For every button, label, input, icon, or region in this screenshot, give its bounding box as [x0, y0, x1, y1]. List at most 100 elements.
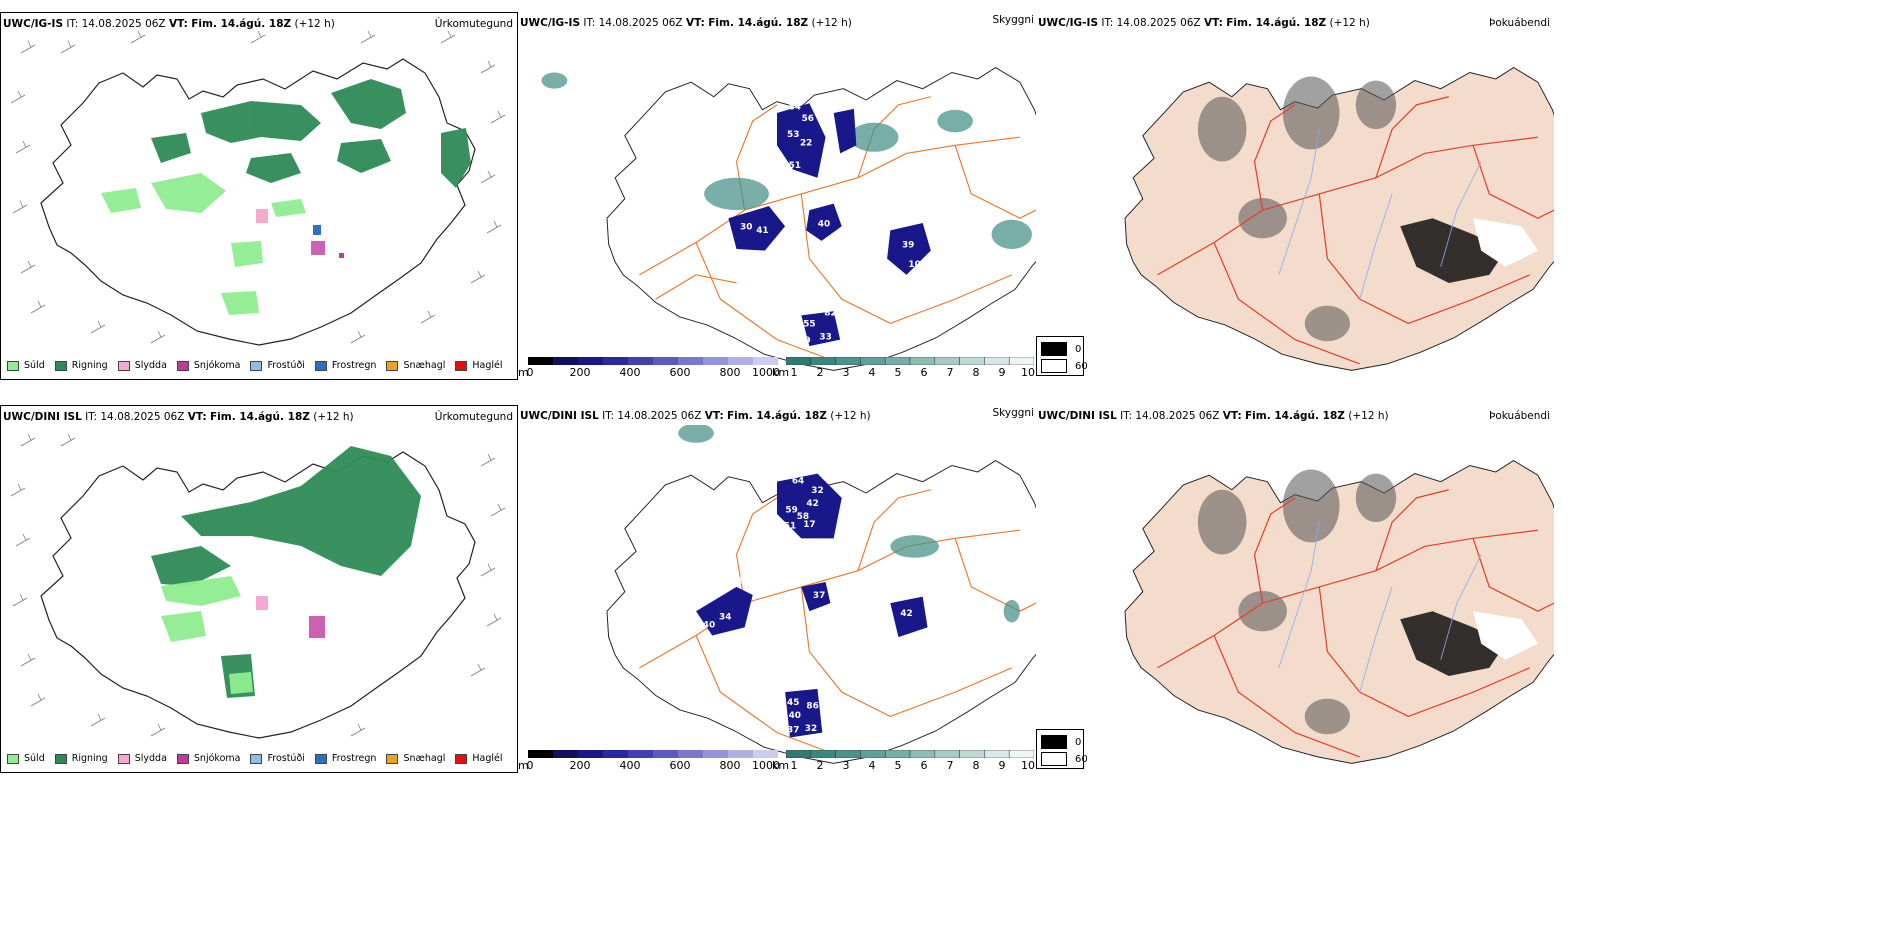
svg-text:59: 59 [785, 505, 797, 515]
tick: 1000 [752, 366, 780, 379]
legend-swatch [7, 753, 19, 764]
precip-panel-1: UWC/IG-IS IT: 14.08.2025 06Z VT: Fim. 14… [0, 12, 518, 380]
legend-item: Frostregn [314, 753, 376, 764]
legend-item: Rigning [54, 360, 108, 371]
legend-item: Snæhagl [386, 360, 445, 371]
legend-swatch [7, 360, 19, 371]
panel-title: Úrkomutegund [434, 411, 513, 423]
svg-text:10: 10 [908, 260, 920, 270]
panel-header: UWC/IG-IS IT: 14.08.2025 06Z VT: Fim. 14… [3, 18, 335, 30]
vt-label: VT: [1203, 17, 1223, 29]
svg-text:22: 22 [800, 138, 812, 148]
mixed-areas [256, 209, 344, 258]
vt-value: Fim. 14.ágú. 18Z [210, 411, 310, 423]
vt-value: Fim. 14.ágú. 18Z [1245, 410, 1345, 422]
panel-title: Þokuábendi [1489, 410, 1550, 422]
lead-time: (+12 h) [1329, 17, 1370, 29]
it-label: IT: [1120, 410, 1133, 422]
legend-swatch [455, 753, 468, 764]
precip-legend: Súld Rigning Slydda Snjókoma Frostúði Fr… [7, 753, 503, 764]
ceiling-colorbar-1: m 0 200 400 600 800 1000 [518, 357, 780, 379]
vt-label: VT: [168, 18, 188, 30]
tick: 200 [569, 366, 591, 379]
model-name: UWC/IG-IS [520, 17, 581, 29]
low-ceiling-patches [728, 103, 931, 347]
it-label: IT: [583, 17, 596, 29]
legend-swatch [250, 753, 263, 764]
wind-barbs [10, 433, 506, 737]
vt-value: Fim. 14.ágú. 18Z [727, 410, 827, 422]
panel-header: UWC/IG-IS IT: 14.08.2025 06Z VT: Fim. 14… [520, 17, 852, 29]
fog-legend: 0 60 [1036, 729, 1088, 769]
svg-text:62: 62 [800, 303, 812, 313]
tick: 800 [719, 366, 741, 379]
legend-item: Súld [7, 753, 45, 764]
vt-value: Fim. 14.ágú. 18Z [708, 17, 809, 29]
fog-shading [1197, 76, 1397, 342]
svg-text:39: 39 [798, 336, 810, 346]
legend-swatch [117, 360, 130, 371]
legend-swatch [386, 753, 399, 764]
drizzle-areas [101, 173, 306, 315]
ceiling-colorbar-swatches [528, 357, 778, 365]
it-value: 14.08.2025 06Z [617, 410, 702, 422]
vt-label: VT: [685, 17, 705, 29]
legend-swatch [455, 360, 468, 371]
svg-text:32: 32 [811, 486, 823, 496]
visibility-panel-2: UWC/DINI ISL IT: 14.08.2025 06Z VT: Fim.… [518, 405, 1036, 773]
legend-item: Slydda [117, 753, 167, 764]
it-value: 14.08.2025 06Z [1135, 410, 1220, 422]
model-name: UWC/IG-IS [3, 18, 64, 30]
legend-swatch [54, 753, 67, 764]
svg-text:42: 42 [900, 609, 912, 619]
svg-text:40: 40 [789, 711, 801, 721]
vt-value: Fim. 14.ágú. 18Z [1226, 17, 1327, 29]
model-name: UWC/DINI ISL [520, 410, 599, 422]
lead-time: (+12 h) [313, 411, 354, 423]
fog-panel-2: UWC/DINI ISL IT: 14.08.2025 06Z VT: Fim.… [1036, 405, 1554, 773]
svg-text:40: 40 [703, 620, 715, 630]
svg-text:53: 53 [787, 130, 799, 140]
svg-text:33: 33 [755, 599, 767, 609]
fog-map [1124, 67, 1554, 371]
svg-text:58: 58 [719, 244, 731, 254]
visibility-colorbar-1: km 1 2 3 4 5 6 7 8 9 10 [772, 357, 1036, 379]
legend-item: Rigning [54, 753, 108, 764]
it-value: 14.08.2025 06Z [1116, 17, 1201, 29]
it-value: 14.08.2025 06Z [81, 18, 166, 30]
ceiling-labels: 69 84 56 25 53 22 16 51 10 101 83 30 41 … [641, 74, 921, 346]
legend-item: Frostúði [250, 360, 305, 371]
rivers [1278, 522, 1482, 693]
svg-text:10: 10 [756, 135, 768, 145]
teal-patches [678, 425, 1020, 623]
it-label: IT: [85, 411, 98, 423]
svg-text:101: 101 [798, 177, 817, 187]
road-network [639, 96, 1036, 365]
panel-title: Skyggni [992, 14, 1035, 26]
lead-time: (+12 h) [830, 410, 871, 422]
it-value: 14.08.2025 06Z [100, 411, 185, 423]
svg-text:64: 64 [792, 476, 804, 486]
svg-text:56: 56 [802, 114, 814, 124]
legend-item: Haglél [455, 360, 503, 371]
svg-text:41: 41 [756, 226, 768, 236]
panel-header: UWC/DINI ISL IT: 14.08.2025 06Z VT: Fim.… [3, 411, 354, 423]
precip-panel-2: UWC/DINI ISL IT: 14.08.2025 06Z VT: Fim.… [0, 405, 518, 773]
legend-swatch [314, 360, 327, 371]
teal-patches [541, 72, 1032, 249]
legend-swatch [176, 753, 189, 764]
svg-text:25: 25 [815, 108, 827, 118]
vt-label: VT: [1222, 410, 1242, 422]
fog-legend: 0 60 [1036, 336, 1088, 376]
fog-legend-swatch [1041, 752, 1067, 766]
it-label: IT: [602, 410, 615, 422]
svg-text:33: 33 [819, 333, 831, 343]
fog-legend-swatch [1041, 342, 1067, 356]
legend-swatch [314, 753, 327, 764]
precip-map [10, 433, 506, 739]
ceiling-unit: m [518, 366, 529, 379]
rain-areas [151, 79, 471, 188]
ceiling-colorbar-2: m 0 200 400 600 800 1000 [518, 750, 780, 772]
svg-text:84: 84 [789, 103, 801, 113]
svg-text:40: 40 [818, 219, 830, 229]
